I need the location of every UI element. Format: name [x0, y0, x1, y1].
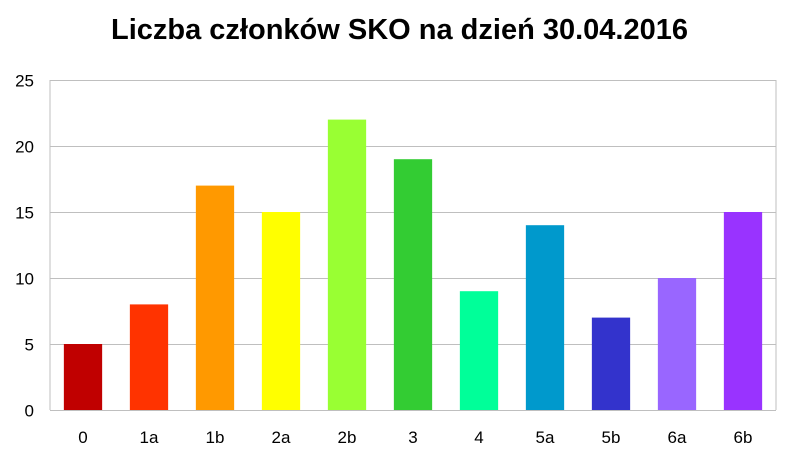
bar — [129, 304, 169, 410]
bar — [327, 119, 367, 410]
bar — [459, 291, 499, 410]
y-tick-label: 20 — [15, 138, 34, 157]
y-tick-label: 0 — [25, 402, 34, 421]
chart-title: Liczba członków SKO na dzień 30.04.2016 — [111, 14, 688, 46]
bar — [723, 212, 763, 410]
bar — [657, 278, 697, 410]
y-tick-label: 15 — [15, 204, 34, 223]
x-tick-label: 4 — [474, 428, 483, 447]
x-tick-label: 6a — [668, 428, 687, 447]
bars — [63, 119, 763, 410]
bar — [393, 159, 433, 410]
bar — [63, 344, 103, 410]
y-tick-label: 10 — [15, 270, 34, 289]
bar — [195, 185, 235, 410]
x-tick-label: 1a — [140, 428, 159, 447]
bar — [261, 212, 301, 410]
x-tick-label: 2b — [338, 428, 357, 447]
y-tick-label: 5 — [25, 336, 34, 355]
x-tick-label: 5a — [536, 428, 555, 447]
x-tick-label: 0 — [78, 428, 87, 447]
x-tick-label: 3 — [408, 428, 417, 447]
x-axis: 0 1a 1b 2a 2b 3 4 5a 5b 6a 6b — [78, 428, 752, 447]
bar — [591, 317, 631, 410]
y-tick-label: 25 — [15, 72, 34, 91]
y-axis: 0 5 10 15 20 25 — [15, 72, 34, 421]
x-tick-label: 5b — [602, 428, 621, 447]
x-tick-label: 2a — [272, 428, 291, 447]
x-tick-label: 1b — [206, 428, 225, 447]
bar — [525, 225, 565, 410]
x-tick-label: 6b — [734, 428, 753, 447]
